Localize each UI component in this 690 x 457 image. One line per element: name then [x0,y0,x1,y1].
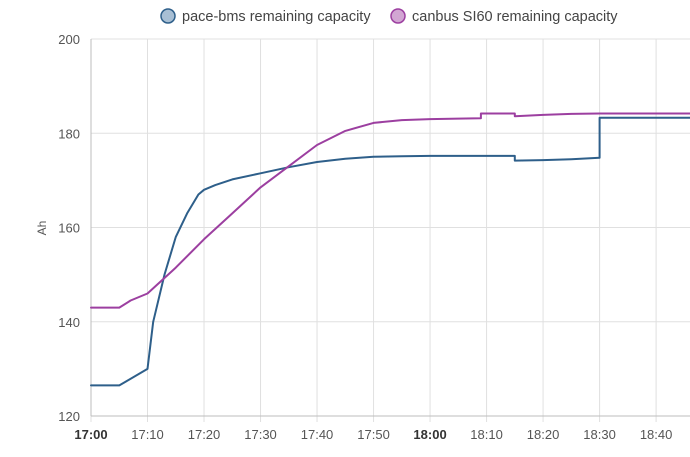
y-tick-label: 180 [58,126,80,141]
y-tick-label: 160 [58,221,80,236]
series-lines [90,112,690,387]
legend: pace-bms remaining capacity canbus SI60 … [160,8,618,25]
x-tick-label: 17:40 [301,427,334,442]
y-tick-label: 140 [58,315,80,330]
y-tick-label: 120 [58,409,80,424]
legend-label-canbus-si60: canbus SI60 remaining capacity [412,9,618,25]
legend-swatch-pace-bms [160,8,176,24]
x-tick-label: 17:20 [188,427,221,442]
x-tick-label: 17:50 [357,427,390,442]
series-line-pace-bms [90,116,690,387]
legend-item-pace-bms[interactable]: pace-bms remaining capacity [160,8,371,25]
legend-label-pace-bms: pace-bms remaining capacity [182,9,371,25]
series-line-canbus-si60 [90,112,690,309]
grid [90,38,690,422]
legend-swatch-canbus-si60 [390,8,406,24]
x-tick-label: 18:40 [640,427,673,442]
x-tick-label: 18:20 [527,427,560,442]
x-tick-label: 17:10 [131,427,164,442]
y-tick-label: 200 [58,32,80,47]
x-tick-label: 17:00 [74,427,107,442]
axes: 120 140 160 180 200 17:00 17:10 17:20 17:30 17:40… [58,32,690,442]
y-axis-title: Ah [35,221,49,236]
x-tick-label: 17:30 [244,427,277,442]
legend-item-canbus-si60[interactable]: canbus SI60 remaining capacity [390,8,618,25]
x-tick-label: 18:10 [470,427,503,442]
x-tick-label: 18:30 [583,427,616,442]
x-tick-label: 18:00 [413,427,446,442]
